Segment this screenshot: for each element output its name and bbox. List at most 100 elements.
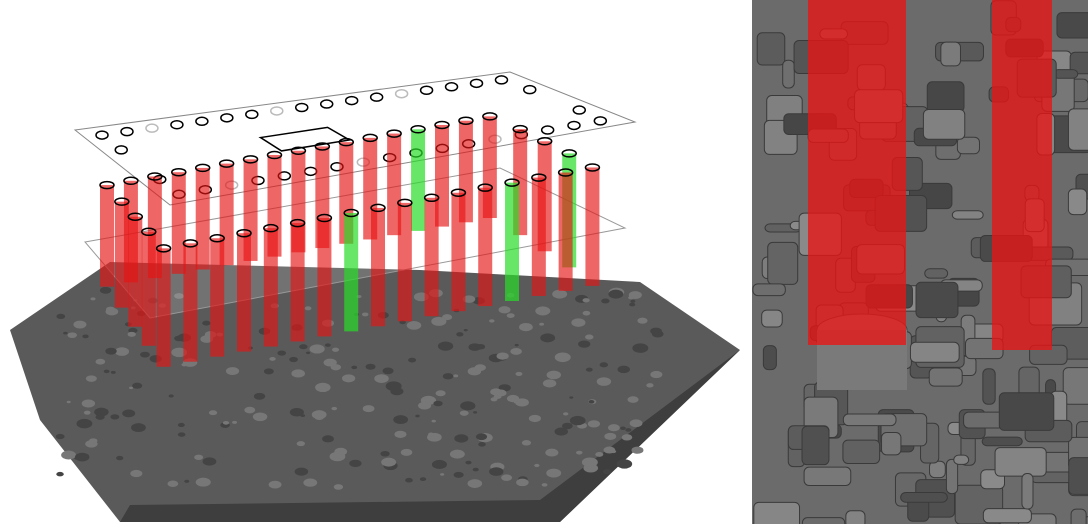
rubble [516, 479, 529, 487]
rubble [454, 434, 468, 442]
rubble [571, 318, 585, 326]
column-cylinder [210, 238, 224, 356]
rubble [89, 438, 97, 443]
rubble [646, 383, 653, 387]
rubble [443, 373, 454, 379]
column-cylinder [317, 218, 331, 336]
rubble [519, 323, 533, 331]
rubble [203, 457, 217, 465]
rubble [407, 321, 422, 330]
column-cylinder [425, 198, 439, 316]
rubble [269, 481, 282, 489]
column-cylinder [478, 188, 492, 306]
rubble [393, 415, 408, 424]
rubble [325, 343, 331, 346]
rubble [106, 307, 115, 312]
rubble [510, 348, 521, 355]
rubble [105, 348, 116, 355]
rubble [465, 461, 471, 465]
rubble [620, 427, 626, 430]
rubble [522, 440, 531, 446]
rubble [529, 415, 541, 422]
rubble [306, 352, 310, 354]
rubble [622, 434, 633, 440]
rubble [539, 323, 544, 326]
rubble [420, 477, 426, 481]
column-cylinder [451, 193, 465, 311]
rubble [111, 371, 116, 374]
rubble [90, 297, 95, 300]
rubble [473, 468, 479, 472]
rubble [431, 317, 446, 326]
rubble [116, 456, 123, 460]
rubble [535, 306, 550, 315]
rubble [534, 464, 539, 467]
column-cylinder [196, 168, 210, 270]
rubble [332, 348, 339, 352]
rubble [582, 457, 598, 467]
rubble [545, 449, 558, 457]
stone-block [995, 448, 1046, 477]
rubble [608, 290, 623, 299]
rubble [415, 415, 419, 418]
rubble [604, 433, 616, 440]
rubble [315, 383, 330, 392]
rubble [629, 303, 635, 307]
rubble [115, 347, 129, 356]
rubble [489, 467, 503, 476]
rubble [305, 306, 312, 310]
stone-block [983, 509, 1031, 523]
rubble [601, 298, 609, 303]
rubble [401, 449, 413, 456]
column-cylinder [264, 228, 278, 346]
rubble [291, 369, 305, 377]
rubble [61, 451, 76, 460]
rubble [476, 344, 485, 350]
rubble [628, 396, 639, 403]
rubble [418, 402, 431, 410]
column-cylinder [237, 233, 251, 351]
rubble [650, 371, 662, 378]
rubble [178, 423, 185, 427]
scene [0, 0, 1088, 524]
rubble [450, 450, 465, 459]
rubble [322, 435, 334, 442]
rubble [489, 319, 495, 322]
stone-block [923, 109, 964, 139]
stone-block [916, 282, 958, 317]
column-cylinder [371, 208, 385, 326]
column-cylinder [344, 213, 358, 331]
rubble [383, 368, 394, 375]
column-cylinder [142, 232, 156, 346]
rubble [405, 478, 413, 483]
stone-block [930, 461, 946, 477]
stone-block [843, 414, 896, 426]
rubble [478, 442, 486, 447]
rubble [588, 400, 594, 404]
stone-block [1057, 13, 1088, 38]
rubble [617, 459, 632, 468]
stone-block [757, 33, 785, 65]
stone-block [802, 426, 829, 464]
rubble [67, 332, 77, 338]
rubble [578, 340, 590, 347]
rubble [277, 350, 286, 355]
rubble [570, 416, 586, 425]
rubble [499, 306, 511, 313]
stone-block [846, 511, 865, 524]
stone-block [1071, 509, 1086, 524]
rubble [94, 408, 108, 417]
stone-block [768, 242, 798, 284]
rubble [433, 401, 442, 407]
rubble [380, 451, 389, 457]
rubble [223, 421, 229, 425]
rubble [515, 398, 529, 406]
stone-block [982, 437, 1022, 446]
rubble [131, 423, 146, 432]
rubble [515, 372, 522, 376]
rubble [269, 357, 275, 361]
rubble [453, 374, 458, 377]
rubble [460, 410, 469, 415]
rubble [82, 400, 95, 408]
stone-block [1068, 189, 1086, 215]
